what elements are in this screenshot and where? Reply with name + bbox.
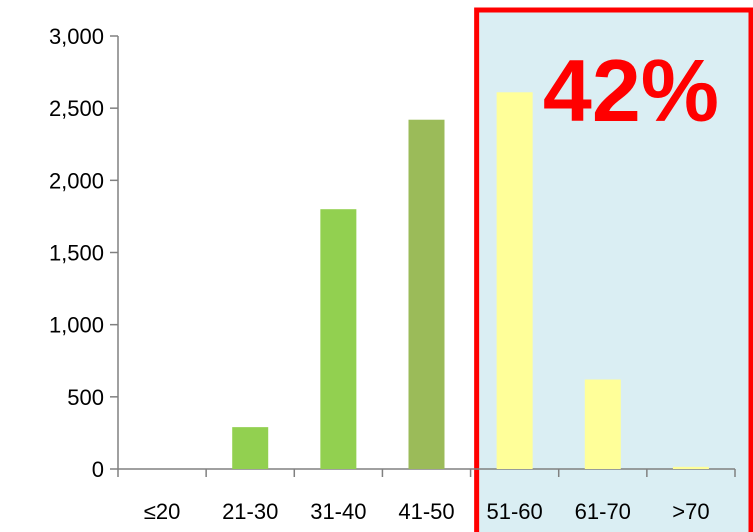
x-tick-label: >70 [672,499,709,524]
y-tick-label: 0 [92,457,104,482]
x-tick-label: 21-30 [222,499,278,524]
x-tick-label: 51-60 [487,499,543,524]
x-tick-label: 41-50 [398,499,454,524]
bar [496,92,533,469]
x-tick-label: 31-40 [310,499,366,524]
bar [672,466,709,469]
y-tick-label: 2,000 [49,168,104,193]
y-tick-label: 1,500 [49,241,104,266]
bar [408,119,445,470]
y-tick-label: 2,500 [49,96,104,121]
y-tick-label: 1,000 [49,313,104,338]
bar [232,427,269,469]
highlight-percentage-label: 42% [543,41,719,140]
bar [584,379,621,469]
y-tick-label: 500 [67,385,104,410]
x-tick-label: ≤20 [144,499,181,524]
x-tick-label: 61-70 [575,499,631,524]
y-tick-label: 3,000 [49,24,104,49]
bar [320,209,357,469]
